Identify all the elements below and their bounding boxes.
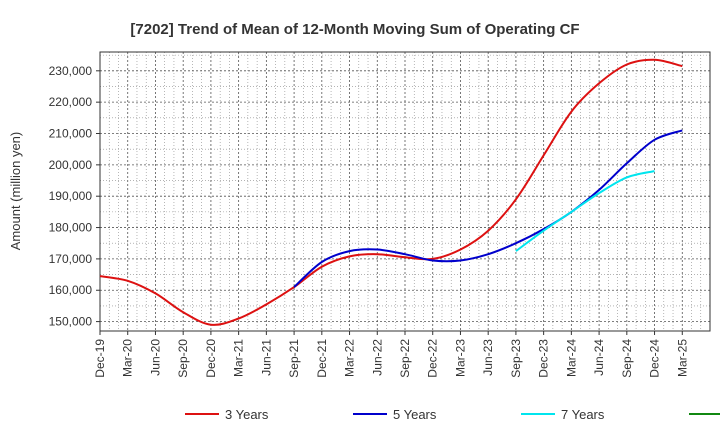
axis-ticks xyxy=(96,70,683,335)
x-tick-label: Mar-20 xyxy=(121,339,135,377)
x-tick-label: Dec-20 xyxy=(204,339,218,378)
x-tick-label: Mar-25 xyxy=(675,339,689,377)
legend-label-3-years: 3 Years xyxy=(225,407,269,422)
x-tick-label: Mar-22 xyxy=(343,339,357,377)
legend-label-5-years: 5 Years xyxy=(393,407,437,422)
y-tick-label: 180,000 xyxy=(49,221,93,235)
y-tick-label: 150,000 xyxy=(49,315,93,329)
x-tick-label: Dec-24 xyxy=(648,339,662,378)
y-tick-label: 210,000 xyxy=(49,127,93,141)
series-line-7-years xyxy=(515,170,655,252)
x-tick-label: Jun-20 xyxy=(148,339,162,376)
series-line-3-years xyxy=(99,58,683,326)
x-tick-label: Jun-24 xyxy=(592,339,606,376)
x-tick-label: Jun-23 xyxy=(481,339,495,376)
x-tick-label: Sep-22 xyxy=(398,339,412,378)
legend-label-7-years: 7 Years xyxy=(561,407,605,422)
x-tick-label: Sep-21 xyxy=(287,339,301,378)
x-tick-label: Mar-24 xyxy=(564,339,578,377)
x-tick-label: Mar-23 xyxy=(453,339,467,377)
x-tick-label: Sep-20 xyxy=(176,339,190,378)
x-tick-label: Sep-24 xyxy=(620,339,634,378)
x-tick-label: Jun-21 xyxy=(259,339,273,376)
y-tick-label: 230,000 xyxy=(49,64,93,78)
x-tick-label: Dec-21 xyxy=(315,339,329,378)
plot-area xyxy=(99,51,711,332)
y-tick-label: 220,000 xyxy=(49,95,93,109)
x-tick-label: Dec-22 xyxy=(426,339,440,378)
x-tick-label: Dec-19 xyxy=(93,339,107,378)
x-tick-label: Dec-23 xyxy=(537,339,551,378)
y-axis-label: Amount (million yen) xyxy=(8,132,23,251)
series-line-5-years xyxy=(293,129,683,288)
chart-title: [7202] Trend of Mean of 12-Month Moving … xyxy=(130,21,579,38)
x-axis-tick-labels: Dec-19 Mar-20 Jun-20 Sep-20 Dec-20 Mar-21 Jun-… xyxy=(93,339,689,378)
y-tick-label: 190,000 xyxy=(49,189,93,203)
y-tick-label: 170,000 xyxy=(49,252,93,266)
x-tick-label: Sep-23 xyxy=(509,339,523,378)
y-axis-tick-labels: 150,000 160,000 170,000 180,000 190,000 200,0… xyxy=(49,64,93,329)
grid-lines xyxy=(100,52,710,331)
x-tick-label: Jun-22 xyxy=(370,339,384,376)
x-tick-label: Mar-21 xyxy=(232,339,246,377)
y-tick-label: 200,000 xyxy=(49,158,93,172)
series-lines xyxy=(99,58,683,326)
y-tick-label: 160,000 xyxy=(49,283,93,297)
